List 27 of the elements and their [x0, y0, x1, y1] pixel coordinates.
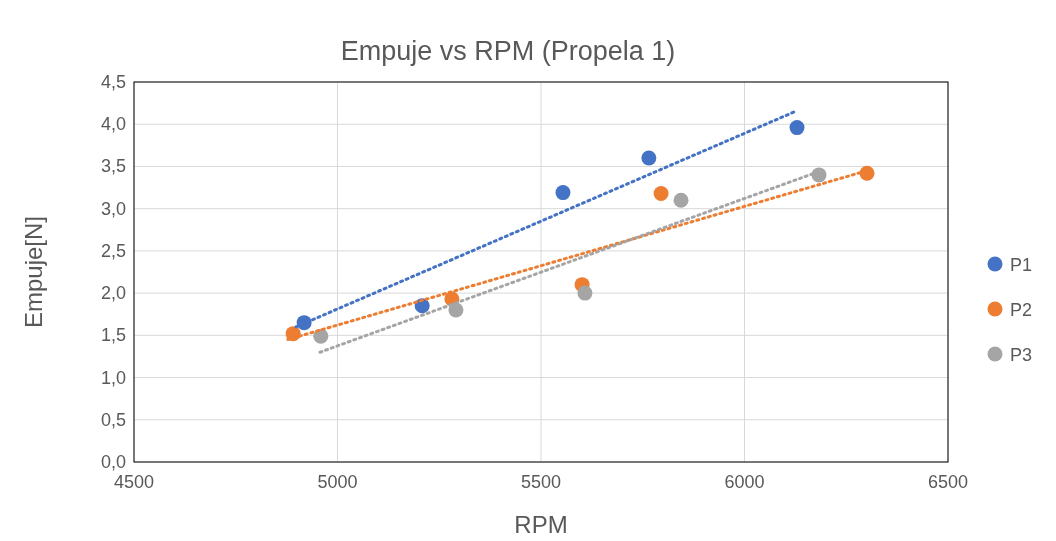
point	[673, 192, 689, 208]
x-tick-label: 6500	[927, 472, 969, 492]
x-tick-label: 5000	[317, 472, 358, 492]
x-tick-label: 4500	[113, 472, 155, 492]
y-tick-label: 4,0	[100, 114, 126, 135]
y-tick-label: 0,5	[100, 409, 126, 430]
x-tick-label: 5500	[520, 472, 562, 492]
legend-label: P3	[1010, 345, 1033, 365]
y-tick-label: 1,0	[100, 367, 126, 388]
y-tick-label: 2,0	[100, 283, 126, 304]
point	[789, 120, 805, 136]
y-tick-label: 1,5	[100, 325, 126, 346]
y-tick-label: 0,0	[100, 452, 126, 472]
x-tick-label: 6000	[724, 472, 765, 492]
point	[641, 150, 657, 166]
y-tick-label: 2,5	[100, 240, 126, 261]
y-tick-label: 4,5	[100, 72, 126, 92]
y-axis-title: Empuje[N]	[20, 215, 47, 329]
x-axis-title: RPM	[514, 511, 568, 538]
chart-title: Empuje vs RPM (Propela 1)	[340, 36, 676, 66]
legend-label: P2	[1010, 300, 1033, 320]
point	[653, 185, 669, 201]
point	[555, 185, 571, 201]
y-tick-label: 3,5	[100, 156, 126, 177]
point	[577, 285, 593, 301]
legend-label: P1	[1010, 255, 1033, 275]
y-tick-label: 3,0	[100, 198, 126, 219]
